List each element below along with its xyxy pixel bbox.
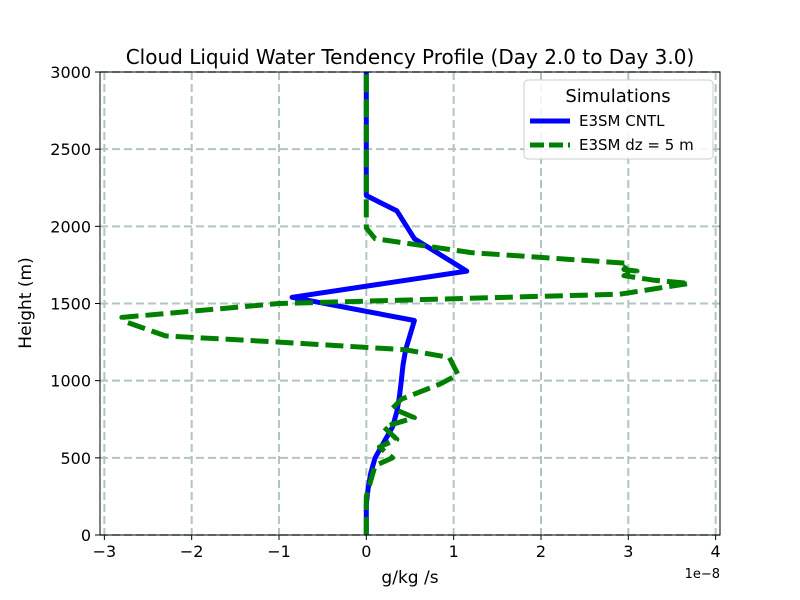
y-tick-label: 2500 [50, 140, 91, 159]
legend-label-dz5: E3SM dz = 5 m [579, 136, 694, 154]
legend-title: Simulations [565, 86, 670, 107]
x-tick-label: −3 [93, 542, 117, 561]
y-tick-label: 1500 [50, 295, 91, 314]
x-tick-label: 4 [711, 542, 721, 561]
x-tick-label: 2 [536, 542, 546, 561]
chart-title: Cloud Liquid Water Tendency Profile (Day… [126, 45, 695, 69]
x-tick-label: −1 [267, 542, 291, 561]
y-tick-label: 0 [81, 526, 91, 545]
y-tick-label: 500 [60, 449, 91, 468]
x-axis-offset-label: 1e−8 [685, 567, 720, 582]
ticks: −3 −2 −1 0 1 2 3 4 0 500 1000 1500 2000 2500 3000 [50, 63, 720, 561]
x-axis-label: g/kg /s [381, 568, 438, 588]
legend-box [523, 79, 714, 160]
y-tick-label: 1000 [50, 372, 91, 391]
x-tick-label: −2 [180, 542, 204, 561]
y-tick-label: 3000 [50, 63, 91, 82]
legend: Simulations E3SM CNTL E3SM dz = 5 m [523, 79, 714, 160]
series-layer [119, 72, 692, 535]
x-tick-label: 0 [361, 542, 371, 561]
x-tick-label: 3 [623, 542, 633, 561]
y-tick-label: 2000 [50, 217, 91, 236]
y-axis-label: Height (m) [16, 257, 36, 348]
series-line-dz5 [119, 72, 692, 535]
x-tick-label: 1 [449, 542, 459, 561]
legend-label-cntl: E3SM CNTL [579, 112, 665, 130]
